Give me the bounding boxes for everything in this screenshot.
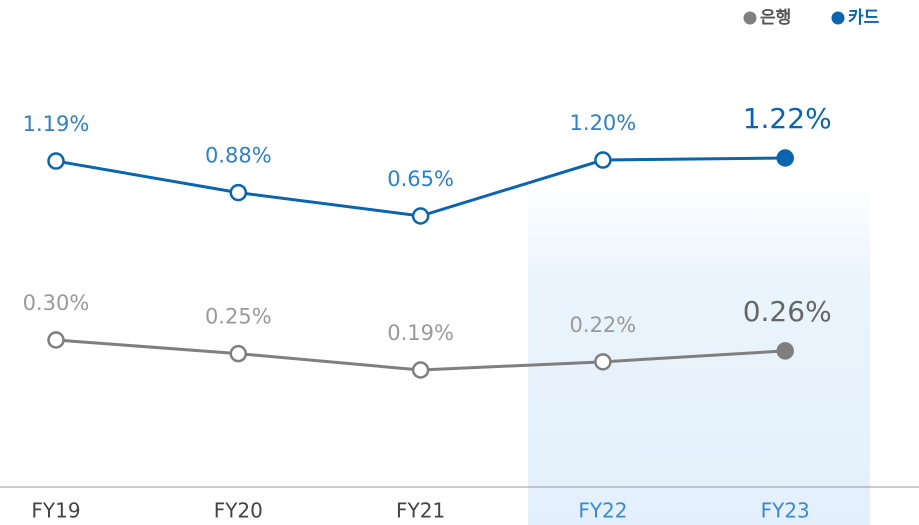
data-label: 1.22% — [743, 102, 832, 135]
data-point — [776, 342, 794, 360]
x-tick-label: FY21 — [396, 499, 445, 523]
data-label: 0.30% — [23, 291, 90, 315]
x-tick-label: FY23 — [761, 499, 810, 523]
x-tick-label: FY20 — [214, 499, 263, 523]
data-point — [411, 361, 430, 379]
data-point — [411, 207, 430, 225]
highlight-band — [528, 180, 870, 525]
data-point — [594, 353, 612, 371]
data-label: 1.19% — [23, 112, 90, 136]
data-point — [47, 331, 65, 349]
data-point — [594, 151, 612, 169]
data-label: 0.26% — [743, 295, 832, 328]
legend-marker — [831, 11, 845, 25]
legend-label: 은행 — [760, 8, 791, 28]
data-label: 0.65% — [387, 167, 454, 191]
x-tick-label: FY22 — [578, 499, 627, 523]
x-tick-label: FY19 — [31, 499, 80, 523]
data-label: 1.20% — [570, 111, 637, 135]
data-label: 0.25% — [205, 305, 272, 329]
data-point — [229, 344, 248, 363]
data-label: 0.88% — [205, 144, 272, 168]
data-point — [776, 149, 794, 167]
data-point — [47, 152, 65, 170]
legend-marker — [743, 11, 757, 25]
legend-label: 카드 — [848, 8, 880, 28]
data-label: 0.19% — [387, 321, 454, 345]
data-label: 0.22% — [570, 313, 637, 337]
data-point — [229, 183, 248, 202]
